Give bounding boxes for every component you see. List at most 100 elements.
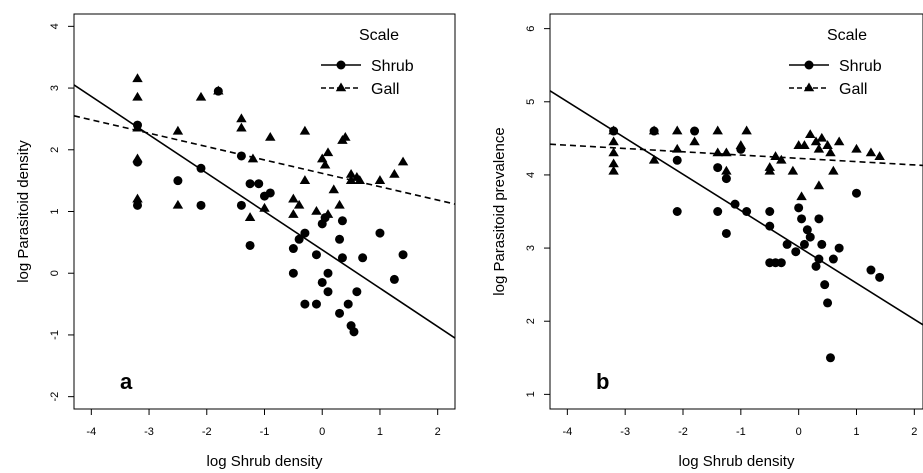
shrub-point — [825, 353, 835, 363]
y-tick-label: -2 — [49, 392, 61, 402]
shrub-point — [672, 207, 682, 216]
gall-point — [671, 125, 683, 135]
gall-point — [721, 147, 732, 157]
shrub-point — [358, 253, 368, 263]
gall-point — [721, 165, 732, 175]
gall-point — [293, 199, 305, 209]
gall-point — [608, 158, 619, 168]
y-tick-label: 1 — [525, 391, 537, 397]
legend-marker-triangle — [803, 82, 815, 92]
gall-point — [213, 85, 224, 95]
x-tick-label: -2 — [202, 426, 212, 438]
y-tick-label: 4 — [525, 172, 537, 178]
shrub-point — [811, 261, 821, 271]
y-tick-label: 5 — [525, 99, 537, 105]
shrub-point — [196, 163, 206, 173]
shrub-point — [337, 216, 347, 226]
shrub-point — [311, 250, 321, 260]
shrub-point — [196, 200, 206, 210]
gall-point — [851, 143, 862, 153]
gall-point — [374, 175, 386, 184]
shrub-point — [294, 234, 304, 244]
shrub-point — [799, 239, 809, 249]
shrub-point — [805, 232, 815, 242]
shrub-point — [349, 327, 359, 337]
gall-point — [299, 175, 311, 184]
y-tick-label: 6 — [525, 26, 537, 32]
legend-marker-circle — [804, 60, 814, 70]
gall-point — [799, 140, 810, 149]
shrub-point — [300, 228, 310, 238]
shrub-point — [802, 225, 812, 235]
x-tick-label: -4 — [86, 426, 96, 438]
shrub-point — [265, 188, 275, 198]
shrub-point — [254, 179, 264, 189]
panel-a: -4 -3 -2 -1 0 1 2 -2 -1 0 1 2 3 4 log Shrub density log… — [15, 13, 456, 470]
legend: Scale Shrub Gall — [789, 27, 882, 98]
gall-fit-line — [74, 115, 455, 205]
gall-point — [132, 193, 143, 203]
gall-point — [828, 165, 839, 175]
legend-label-shrub: Shrub — [839, 58, 882, 75]
gall-point — [776, 154, 787, 164]
shrub-point — [791, 247, 801, 257]
legend: Scale Shrub Gall — [321, 27, 414, 98]
shrub-point — [398, 250, 408, 260]
shrub-point — [765, 258, 775, 268]
x-tick-label: 1 — [377, 426, 383, 438]
shrub-point — [133, 200, 142, 210]
gall-point — [822, 140, 833, 149]
gall-point — [608, 136, 619, 146]
gall-point — [816, 132, 828, 142]
shrub-point — [323, 268, 333, 278]
gall-point — [334, 199, 345, 209]
shrub-point — [288, 244, 298, 254]
gall-point — [322, 209, 334, 218]
legend-label-shrub: Shrub — [371, 58, 414, 75]
x-tick-label: 0 — [319, 426, 325, 438]
shrub-point — [823, 298, 833, 308]
shrub-point — [236, 200, 246, 210]
shrub-point — [742, 207, 752, 216]
gall-point — [770, 151, 781, 160]
y-tick-label: 0 — [49, 270, 61, 276]
gall-point — [712, 147, 723, 157]
gall-point — [813, 143, 825, 153]
shrub-point — [713, 163, 723, 173]
gall-point — [288, 209, 299, 218]
shrub-point — [317, 277, 327, 287]
shrub-point — [776, 258, 786, 268]
y-tick-label: 1 — [49, 208, 61, 214]
shrub-point — [672, 155, 682, 165]
shrub-point — [375, 228, 385, 238]
shrub-point — [713, 207, 723, 216]
x-tick-label: -3 — [620, 426, 630, 438]
shrub-point — [797, 214, 807, 224]
panel-b: -4 -3 -2 -1 0 1 2 1 2 3 4 5 6 log Shrub density log Pa… — [491, 13, 923, 470]
shrub-point — [875, 272, 885, 282]
gall-point — [389, 168, 400, 178]
shrub-point — [814, 214, 824, 224]
legend-title: Scale — [827, 27, 867, 44]
shrub-point — [690, 126, 700, 136]
shrub-point — [721, 174, 731, 184]
gall-point — [265, 131, 276, 141]
x-tick-label: -1 — [260, 426, 270, 438]
gall-point — [132, 153, 143, 163]
gall-point — [689, 136, 700, 146]
gall-point — [764, 165, 775, 175]
gall-point — [648, 125, 660, 135]
gall-point — [608, 165, 619, 175]
gall-point — [236, 113, 247, 123]
gall-point — [397, 156, 409, 166]
shrub-point — [323, 287, 333, 297]
shrub-point — [245, 240, 255, 250]
gall-point — [299, 125, 311, 135]
gall-point — [132, 91, 143, 101]
gall-point — [874, 151, 885, 160]
x-tick-label: 2 — [435, 426, 441, 438]
gall-point — [805, 129, 816, 138]
gall-point — [259, 202, 270, 212]
shrub-point — [730, 199, 740, 209]
